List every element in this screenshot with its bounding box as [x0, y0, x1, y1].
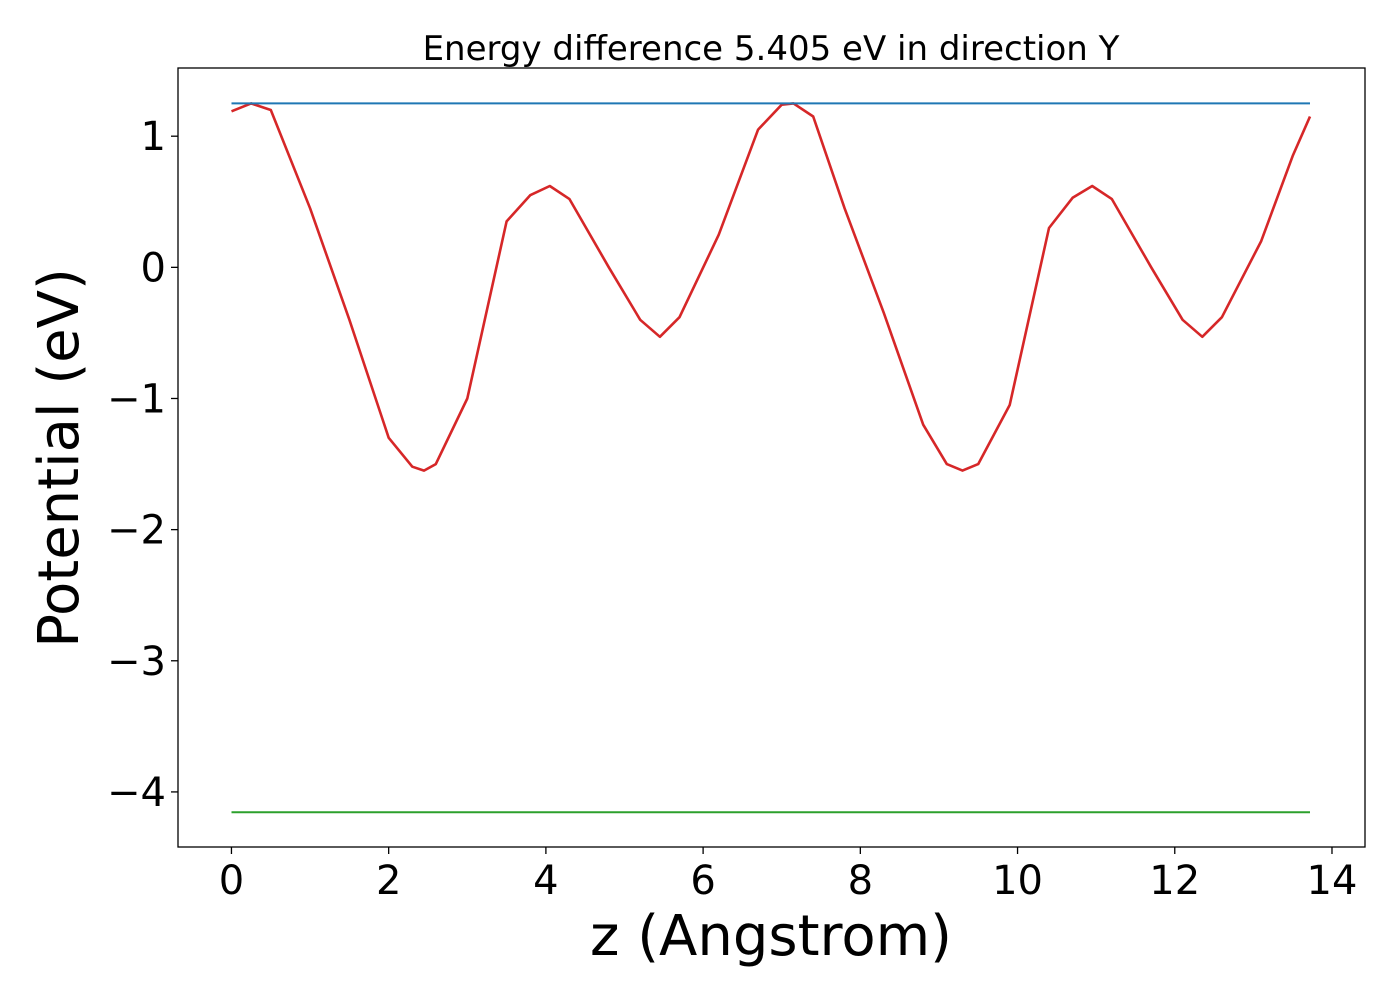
x-tick-label: 6: [690, 858, 715, 904]
x-axis-title: z (Angstrom): [590, 904, 952, 969]
y-tick-label: −2: [107, 508, 166, 554]
series-layer: [231, 102, 1312, 814]
x-tick-label: 10: [992, 858, 1043, 904]
x-axis-ticks: 0 2 4 6 8 10 12 14: [219, 847, 1358, 904]
x-tick-label: 14: [1307, 858, 1358, 904]
y-tick-label: 1: [141, 114, 166, 160]
x-tick-label: 8: [848, 858, 873, 904]
y-tick-label: −3: [107, 639, 166, 685]
y-tick-label: 0: [141, 245, 166, 291]
x-tick-label: 0: [219, 858, 244, 904]
y-axis-title: Potential (eV): [27, 268, 92, 648]
chart-title: Energy difference 5.405 eV in direction …: [423, 29, 1120, 69]
x-tick-label: 12: [1149, 858, 1200, 904]
plot-frame: [177, 67, 1366, 848]
y-tick-label: −1: [107, 376, 166, 422]
x-tick-label: 4: [533, 858, 558, 904]
series-line-0: [231, 102, 1312, 472]
y-axis-ticks: 1 0 −1 −2 −3 −4: [107, 114, 178, 816]
y-tick-label: −4: [107, 770, 166, 816]
x-tick-label: 2: [376, 858, 401, 904]
